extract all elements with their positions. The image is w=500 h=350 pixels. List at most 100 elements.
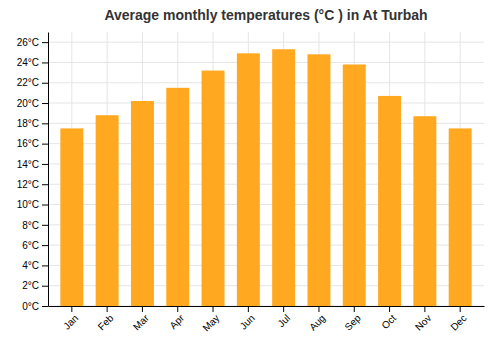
- y-tick-label: 24°C: [17, 57, 39, 68]
- x-tick: Jun: [238, 306, 257, 332]
- y-tick: 20°C: [17, 98, 48, 109]
- x-tick: Feb: [96, 306, 116, 332]
- bar: [96, 115, 119, 306]
- x-tick-label: Dec: [448, 312, 468, 332]
- bar: [202, 71, 225, 306]
- y-tick-label: 18°C: [17, 118, 39, 129]
- y-tick-mark: [42, 245, 48, 246]
- bar: [272, 49, 295, 306]
- title: Average monthly temperatures (°C ) in At…: [104, 7, 427, 23]
- bar: [378, 96, 401, 306]
- bar: [237, 53, 260, 306]
- bar: [307, 54, 330, 306]
- y-tick-label: 16°C: [17, 138, 39, 149]
- y-tick-mark: [42, 123, 48, 124]
- x-tick: Mar: [131, 306, 151, 332]
- bar: [60, 128, 83, 306]
- bars: [60, 49, 471, 306]
- x-tick-mark: [177, 306, 178, 312]
- x-tick-mark: [283, 306, 284, 312]
- y-tick-mark: [42, 225, 48, 226]
- x-tick-label: Sep: [342, 312, 363, 333]
- y-tick: 2°C: [22, 280, 48, 291]
- y-tick-label: 12°C: [17, 179, 39, 190]
- bar: [166, 88, 189, 306]
- y-tick: 22°C: [17, 77, 48, 88]
- x-tick-mark: [142, 306, 143, 312]
- x-tick: Aug: [307, 306, 327, 333]
- y-tick-mark: [42, 265, 48, 266]
- y-tick-mark: [42, 62, 48, 63]
- x-tick-mark: [318, 306, 319, 312]
- y-tick-label: 8°C: [22, 220, 39, 231]
- y-grid-line: [48, 82, 484, 83]
- x-tick-label: Jun: [238, 312, 257, 331]
- y-tick: 24°C: [17, 57, 48, 68]
- x-tick: Nov: [413, 306, 433, 333]
- x-tick: May: [200, 306, 221, 334]
- y-axis-line: [48, 33, 49, 307]
- bar: [131, 101, 154, 306]
- chart-svg: Jan Feb Mar Apr May Jun Jul Aug Sep Oct Nov Dec 0°C 2…: [0, 0, 500, 350]
- y-tick: 16°C: [17, 138, 48, 149]
- y-axis: 0°C 2°C 4°C 6°C 8°C 10°C 12°C 14°C 16°C 18°C 20°C 2…: [17, 33, 49, 312]
- x-tick: Dec: [448, 306, 468, 333]
- y-tick: 6°C: [22, 240, 48, 251]
- y-grid-line: [48, 103, 484, 104]
- x-tick: Jul: [275, 306, 292, 329]
- grid: [48, 32, 484, 306]
- y-tick-mark: [42, 83, 48, 84]
- x-tick: Apr: [167, 306, 186, 331]
- x-tick-label: Oct: [379, 312, 398, 331]
- y-tick-label: 20°C: [17, 98, 39, 109]
- bar: [449, 128, 472, 306]
- y-tick: 4°C: [22, 260, 48, 271]
- y-tick-label: 0°C: [22, 301, 39, 312]
- x-tick-mark: [389, 306, 390, 312]
- y-tick-label: 4°C: [22, 260, 39, 271]
- y-tick-label: 14°C: [17, 159, 39, 170]
- y-tick-mark: [42, 286, 48, 287]
- y-grid-line: [48, 42, 484, 43]
- x-tick-mark: [460, 306, 461, 312]
- x-tick-label: May: [200, 312, 221, 333]
- y-grid-line: [48, 62, 484, 63]
- x-tick-label: Jul: [275, 312, 292, 329]
- x-axis: Jan Feb Mar Apr May Jun Jul Aug Sep Oct Nov Dec: [49, 306, 485, 334]
- y-tick: 8°C: [22, 220, 48, 231]
- y-tick: 26°C: [17, 37, 48, 48]
- bar: [413, 116, 436, 306]
- y-tick: 0°C: [22, 301, 48, 312]
- x-tick-label: Feb: [96, 312, 116, 332]
- y-tick-label: 2°C: [22, 280, 39, 291]
- x-tick-label: Aug: [307, 312, 327, 332]
- x-tick: Oct: [379, 306, 398, 331]
- x-tick-label: Jan: [61, 312, 80, 331]
- y-tick-mark: [42, 144, 48, 145]
- y-tick-mark: [42, 103, 48, 104]
- y-tick-label: 10°C: [17, 199, 39, 210]
- x-tick-mark: [424, 306, 425, 312]
- x-tick-mark: [248, 306, 249, 312]
- x-tick-label: Apr: [167, 312, 186, 331]
- x-axis-line: [49, 306, 485, 307]
- y-tick-mark: [42, 42, 48, 43]
- y-tick: 18°C: [17, 118, 48, 129]
- y-tick-label: 26°C: [17, 37, 39, 48]
- y-tick-label: 22°C: [17, 77, 39, 88]
- y-tick: 10°C: [17, 199, 48, 210]
- x-tick: Sep: [342, 306, 363, 333]
- x-tick-mark: [213, 306, 214, 312]
- y-tick: 12°C: [17, 179, 48, 190]
- y-tick-mark: [42, 164, 48, 165]
- x-tick-mark: [107, 306, 108, 312]
- x-tick: Jan: [61, 306, 80, 332]
- plot-area: Jan Feb Mar Apr May Jun Jul Aug Sep Oct Nov Dec 0°C 2…: [17, 32, 485, 334]
- chart-container: Jan Feb Mar Apr May Jun Jul Aug Sep Oct Nov Dec 0°C 2…: [0, 0, 500, 350]
- y-tick-mark: [42, 306, 48, 307]
- y-tick: 14°C: [17, 159, 48, 170]
- bar: [343, 64, 366, 306]
- y-tick-mark: [42, 184, 48, 185]
- x-tick-mark: [71, 306, 72, 312]
- x-tick-label: Nov: [413, 312, 433, 332]
